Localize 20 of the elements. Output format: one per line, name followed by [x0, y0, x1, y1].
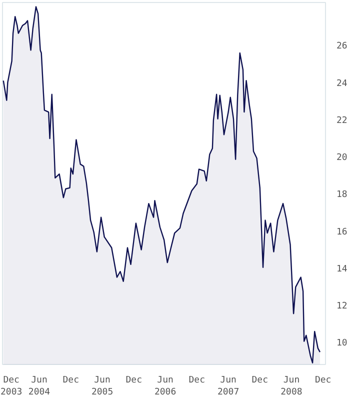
x-tick-label: Dec: [62, 376, 79, 386]
x-tick-label: Jun 2006: [154, 376, 176, 398]
x-tick-label: Jun 2005: [91, 376, 114, 398]
y-tick-label: 24: [336, 78, 348, 89]
y-tick-label: 26: [336, 42, 348, 52]
y-tick-label: 20: [336, 153, 348, 164]
x-tick-label: Jun 2004: [28, 376, 50, 398]
x-tick-label: Jun 2007: [217, 376, 240, 398]
x-tick-label: Dec 2003: [0, 376, 22, 398]
y-tick-label: 12: [336, 302, 348, 312]
x-tick-label: Jun 2008: [280, 376, 302, 398]
y-tick-label: 18: [336, 190, 348, 200]
y-tick-label: 16: [336, 227, 348, 238]
x-tick-label: Dec: [188, 376, 206, 386]
x-tick-label: Dec: [126, 376, 142, 386]
y-tick-label: 10: [336, 338, 348, 349]
x-tick-label: Dec: [252, 376, 268, 386]
y-tick-label: 14: [336, 264, 348, 274]
x-tick-label: Dec: [314, 376, 332, 386]
y-tick-label: 22: [336, 116, 348, 126]
